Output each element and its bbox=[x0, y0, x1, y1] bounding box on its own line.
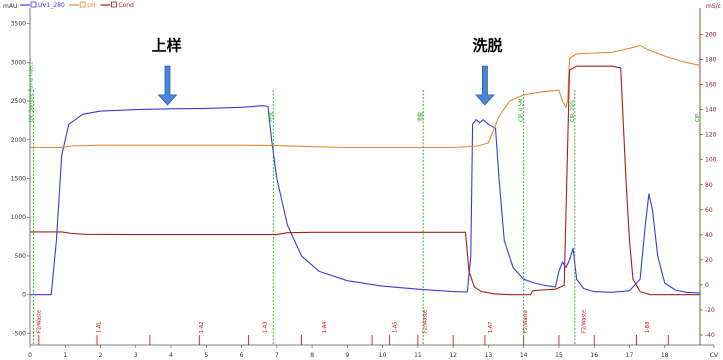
x-tick-label: 2 bbox=[99, 352, 103, 359]
arrow-down-icon bbox=[475, 65, 495, 106]
y-right-tick-label: 80 bbox=[705, 182, 713, 189]
annotation-label: 上样 bbox=[152, 37, 182, 55]
x-tick-label: 9 bbox=[345, 352, 349, 359]
marks-layer: F2/Waste 1-A1 1-A2 1-A3 1-A4 1-A5 F2/Waste 1-A7… bbox=[29, 62, 701, 345]
x-tick-label: 12 bbox=[449, 352, 457, 359]
y-left-tick-label: 1000 bbox=[11, 214, 26, 221]
fraction-label: 1-A1 bbox=[97, 322, 103, 333]
y-right-tick-label: 60 bbox=[705, 207, 713, 214]
series-line-uv1_280 bbox=[30, 105, 701, 296]
fraction-label: 1-A7 bbox=[488, 322, 494, 333]
y-right-tick-label: -20 bbox=[705, 307, 715, 314]
x-tick-label: 13 bbox=[485, 352, 493, 359]
x-tick-label: 8 bbox=[310, 352, 314, 359]
x-tick-label: 0 bbox=[28, 352, 32, 359]
injection-mark-label: 冲洗 bbox=[267, 112, 274, 122]
x-tick-label: 10 bbox=[379, 352, 387, 359]
fraction-label: F2/Waste bbox=[581, 310, 587, 333]
x-tick-label: 18 bbox=[661, 352, 669, 359]
x-tick-label: 1 bbox=[63, 352, 67, 359]
axes: mAU mS/c-5000500100015002000250030003500-… bbox=[3, 3, 721, 359]
y-axis-left-unit: mAU bbox=[3, 3, 17, 10]
y-left-tick-label: 1500 bbox=[11, 176, 26, 183]
legend-checkbox-icon bbox=[111, 1, 117, 8]
x-tick-label: 14 bbox=[520, 352, 528, 359]
fraction-label: F2/Waste bbox=[523, 310, 529, 333]
legend-checkbox-icon bbox=[79, 1, 86, 8]
fraction-label: F2/Waste bbox=[423, 310, 429, 333]
arrow-down-icon bbox=[157, 65, 178, 106]
y-left-tick-label: 500 bbox=[15, 253, 27, 260]
x-tick-label: 17 bbox=[626, 352, 634, 359]
series-line-cond bbox=[30, 65, 700, 296]
y-right-tick-label: 40 bbox=[705, 232, 713, 239]
y-left-tick-label: 0 bbox=[22, 292, 26, 299]
y-right-tick-label: 180 bbox=[705, 57, 717, 64]
y-right-tick-label: 0 bbox=[705, 282, 709, 289]
x-tick-label: 7 bbox=[275, 352, 279, 359]
y-right-tick-label: 160 bbox=[705, 82, 717, 89]
y-left-tick-label: 2000 bbox=[11, 137, 26, 144]
series-layer bbox=[30, 44, 701, 296]
annotation-layer: 上样 洗脱 bbox=[152, 37, 503, 106]
legend-label: UV1_280 bbox=[38, 2, 65, 9]
series-line-ph bbox=[30, 44, 701, 149]
injection-mark-label: 洗脱 bbox=[417, 112, 424, 122]
fraction-label: F2/Waste bbox=[37, 310, 43, 333]
y-right-tick-label: 100 bbox=[705, 157, 717, 164]
fraction-label: 1-A3 bbox=[262, 322, 268, 333]
fraction-label: 1-A2 bbox=[199, 322, 205, 333]
y-right-tick-label: 140 bbox=[705, 107, 717, 114]
legend: UV1_280 pH Cond bbox=[20, 1, 134, 9]
y-right-tick-label: 20 bbox=[705, 257, 713, 264]
y-axis-right-unit: mS/c bbox=[706, 3, 721, 10]
injection-mark-label: CIP bbox=[695, 114, 701, 122]
x-tick-label: 5 bbox=[204, 352, 208, 359]
legend-label: pH bbox=[87, 2, 95, 9]
legend-checkbox-icon bbox=[30, 1, 37, 8]
injection-mark-label: UV: Sample Pump Inject bbox=[29, 62, 35, 122]
x-tick-label: 15 bbox=[555, 352, 563, 359]
injection-mark-label: CIP, 20% bbox=[570, 99, 576, 122]
y-left-tick-label: 3500 bbox=[11, 21, 26, 28]
fraction-label: 1-A4 bbox=[322, 322, 328, 333]
x-tick-label: 11 bbox=[414, 352, 422, 359]
x-tick-label: 6 bbox=[240, 352, 244, 359]
y-right-tick-label: -40 bbox=[705, 332, 715, 339]
fraction-label: 1-A5 bbox=[393, 322, 399, 333]
x-tick-label: 3 bbox=[134, 352, 138, 359]
injection-mark-label: CIP, 0.5M bbox=[519, 99, 525, 122]
y-right-tick-label: 120 bbox=[705, 132, 717, 139]
x-tick-label: 4 bbox=[169, 352, 173, 359]
y-left-tick-label: 3000 bbox=[11, 59, 26, 66]
y-left-tick-label: -500 bbox=[12, 330, 26, 337]
x-tick-label: 16 bbox=[590, 352, 598, 359]
fraction-label: 1-B8 bbox=[645, 322, 651, 333]
annotation-label: 洗脱 bbox=[473, 37, 503, 55]
x-tick-label: CV bbox=[710, 352, 719, 359]
legend-label: Cond bbox=[118, 2, 134, 9]
y-right-tick-label: 200 bbox=[705, 32, 717, 39]
y-left-tick-label: 2500 bbox=[11, 98, 26, 105]
